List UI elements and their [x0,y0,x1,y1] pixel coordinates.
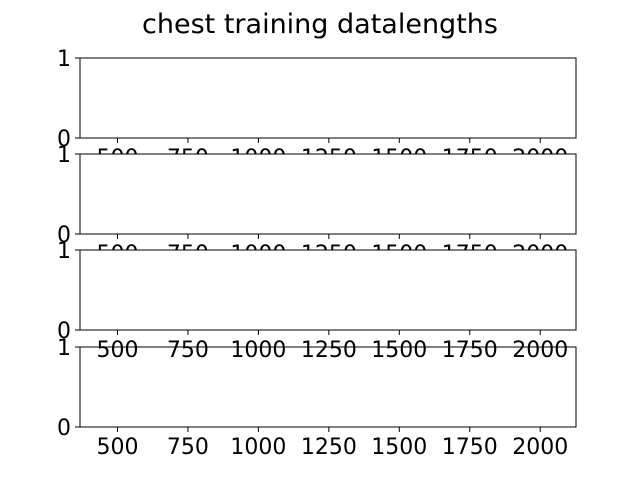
plot-area [80,347,576,427]
x-tick-label: 1750 [442,435,498,460]
axes-frame [79,249,577,331]
x-tick-label: 1000 [230,338,286,363]
x-tick-label: 1750 [442,338,498,363]
axes-frame [79,153,577,235]
y-tick-label: 1 [57,47,71,72]
y-tick-label: 1 [57,336,71,361]
plot-area [80,58,576,138]
x-tick-label: 750 [167,338,209,363]
y-tick-label: 1 [57,239,71,264]
x-tick-label: 500 [96,338,138,363]
x-tick-label: 750 [167,435,209,460]
plot-area [80,250,576,330]
y-tick-label: 0 [57,223,71,248]
x-tick-label: 1500 [371,435,427,460]
y-tick-label: 0 [57,319,71,344]
subplots: 0150075010001250150017502000015007501000… [57,47,577,460]
subplot-4: 500 750 1000 1250 1500 1750 2000 0 1 [57,336,577,460]
x-tick-label: 2000 [512,338,568,363]
x-tick-label: 1250 [301,435,357,460]
y-tick-label: 0 [57,127,71,152]
subplot-2: 01 [57,143,577,248]
axes-frame [79,57,577,139]
x-tick-label: 500 [96,435,138,460]
axes-frame [79,346,577,428]
figure-title: chest training datalengths [142,9,498,40]
x-tick-label: 2000 [512,435,568,460]
plot-area [80,154,576,234]
y-tick-label: 0 [57,416,71,441]
y-tick-label: 1 [57,143,71,168]
x-tick-label: 1250 [301,338,357,363]
x-tick-label: 1000 [230,435,286,460]
subplot-3: 01 [57,239,577,344]
x-tick-label: 1500 [371,338,427,363]
subplot-1: 01 [57,47,577,152]
